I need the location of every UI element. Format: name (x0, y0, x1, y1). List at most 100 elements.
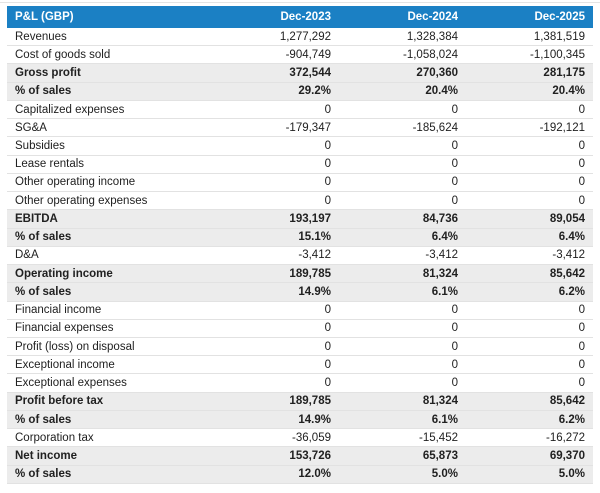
row-value: -1,058,024 (403, 48, 458, 61)
row-value: 0 (578, 194, 585, 207)
row-value: -904,749 (285, 48, 331, 61)
row-value: 153,726 (289, 450, 331, 462)
row-value: 1,381,519 (533, 30, 585, 43)
row-value: 0 (451, 377, 458, 390)
row-label: EBITDA (15, 212, 58, 225)
row-label: % of sales (15, 85, 72, 98)
row-label: Cost of goods sold (15, 48, 111, 61)
row-label: % of sales (15, 231, 72, 244)
table-row: % of sales 14.9% 6.1% 6.2% (7, 283, 593, 302)
row-value: 0 (578, 322, 585, 335)
row-label: Financial expenses (15, 322, 114, 335)
row-value: 0 (324, 304, 331, 317)
column-header-dec-2025: Dec-2025 (534, 11, 585, 23)
table-row: Corporation tax -36,059 -15,452 -16,272 (7, 429, 593, 448)
row-value: 193,197 (289, 212, 331, 225)
table-row: Capitalized expenses 0 0 0 (7, 100, 593, 120)
row-label: Other operating income (15, 176, 136, 189)
row-label: % of sales (15, 468, 72, 481)
table-row: D&A -3,412 -3,412 -3,412 (7, 246, 593, 266)
row-value: -36,059 (291, 431, 331, 444)
table-row: % of sales 14.9% 6.1% 6.2% (7, 410, 593, 430)
table-row: % of sales 12.0% 5.0% 5.0% (7, 465, 593, 484)
row-value: 85,642 (549, 267, 585, 280)
table-header-row: P&L (GBP) Dec-2023 Dec-2024 Dec-2025 (7, 6, 593, 28)
row-value: 0 (324, 158, 331, 171)
row-value: 20.4% (425, 85, 458, 98)
table-row: Exceptional expenses 0 0 0 (7, 374, 593, 393)
row-label: Subsidies (15, 140, 65, 153)
row-value: 89,054 (549, 212, 585, 225)
row-value: 0 (451, 103, 458, 116)
table-title: P&L (GBP) (15, 11, 74, 23)
pnl-table: P&L (GBP) Dec-2023 Dec-2024 Dec-2025 Rev… (7, 6, 593, 484)
row-value: 0 (578, 140, 585, 153)
row-value: 281,175 (543, 67, 585, 80)
table-row: Operating income 189,785 81,324 85,642 (7, 265, 593, 284)
row-value: 0 (578, 304, 585, 317)
pnl-table-body: Revenues 1,277,292 1,328,384 1,381,519 Cost … (7, 28, 593, 484)
table-row: Financial expenses 0 0 0 (7, 319, 593, 338)
row-value: 81,324 (422, 395, 458, 408)
row-value: 0 (451, 158, 458, 171)
row-value: 1,277,292 (279, 30, 331, 43)
row-value: 189,785 (289, 267, 331, 280)
row-value: -179,347 (285, 121, 331, 134)
row-value: -3,412 (552, 249, 585, 262)
column-header-dec-2023: Dec-2023 (280, 11, 331, 23)
row-value: 6.4% (558, 231, 585, 244)
row-value: -15,452 (418, 431, 458, 444)
row-value: 0 (324, 322, 331, 335)
row-value: 0 (578, 358, 585, 371)
row-value: 85,642 (549, 395, 585, 408)
row-value: 65,873 (422, 450, 458, 462)
row-label: % of sales (15, 285, 72, 298)
row-value: 372,544 (289, 67, 331, 80)
row-value: -185,624 (412, 121, 458, 134)
row-value: 0 (324, 377, 331, 390)
row-value: 15.1% (298, 231, 331, 244)
row-label: % of sales (15, 413, 72, 426)
row-value: 0 (578, 340, 585, 353)
row-value: 0 (324, 340, 331, 353)
row-value: 0 (324, 194, 331, 207)
row-label: Exceptional income (15, 358, 115, 371)
row-value: 0 (578, 158, 585, 171)
row-value: 69,370 (549, 450, 585, 462)
row-label: Financial income (15, 304, 102, 317)
table-row: Lease rentals 0 0 0 (7, 155, 593, 174)
row-value: 0 (324, 103, 331, 116)
row-value: -192,121 (539, 121, 585, 134)
row-value: 6.4% (431, 231, 458, 244)
row-label: Operating income (15, 267, 113, 280)
table-row: % of sales 15.1% 6.4% 6.4% (7, 228, 593, 247)
table-row: Exceptional income 0 0 0 (7, 356, 593, 375)
table-row: Subsidies 0 0 0 (7, 137, 593, 156)
row-value: 6.1% (431, 285, 458, 298)
row-label: D&A (15, 249, 39, 262)
row-value: -16,272 (545, 431, 585, 444)
row-value: 14.9% (298, 413, 331, 426)
row-value: 0 (451, 340, 458, 353)
row-label: Exceptional expenses (15, 377, 127, 390)
row-value: 5.0% (558, 468, 585, 481)
row-value: 0 (451, 358, 458, 371)
row-value: 0 (451, 176, 458, 189)
row-label: Capitalized expenses (15, 103, 125, 116)
row-label: SG&A (15, 121, 47, 134)
table-row: Profit (loss) on disposal 0 0 0 (7, 337, 593, 357)
row-label: Revenues (15, 30, 67, 43)
row-label: Profit (loss) on disposal (15, 340, 135, 353)
row-value: 6.2% (558, 285, 585, 298)
row-value: 81,324 (422, 267, 458, 280)
row-value: 12.0% (298, 468, 331, 481)
row-value: 270,360 (416, 67, 458, 80)
row-label: Gross profit (15, 67, 81, 80)
table-row: % of sales 29.2% 20.4% 20.4% (7, 82, 593, 101)
row-label: Profit before tax (15, 395, 104, 408)
column-header-dec-2024: Dec-2024 (407, 11, 458, 23)
page-top-divider (0, 2, 600, 3)
table-row: SG&A -179,347 -185,624 -192,121 (7, 119, 593, 138)
row-value: 0 (451, 194, 458, 207)
table-row: Profit before tax 189,785 81,324 85,642 (7, 392, 593, 411)
